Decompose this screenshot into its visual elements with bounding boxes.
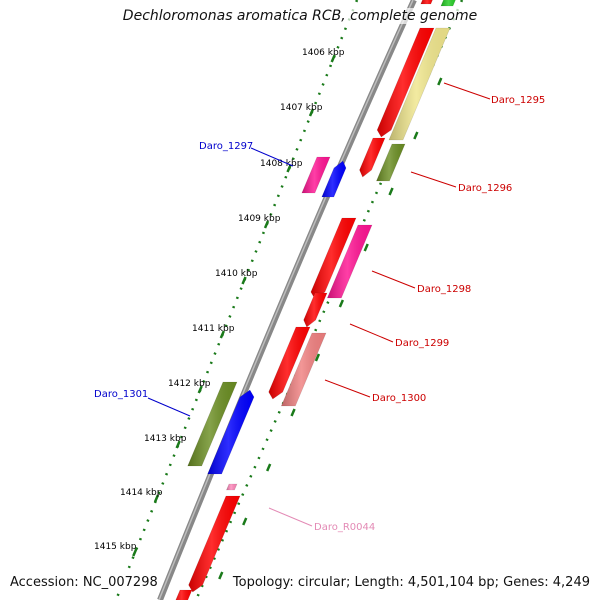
backbone-highlight <box>158 0 414 600</box>
tick-label-1406: 1406 kbp <box>302 48 345 58</box>
tick-mark <box>330 54 336 63</box>
tick-labels: 1406 kbp 1407 kbp 1408 kbp 1409 kbp 1410… <box>94 48 345 552</box>
gene-red-lower-1[interactable] <box>188 495 241 593</box>
tick-mark <box>363 243 369 252</box>
leader-daro-1300 <box>324 379 371 398</box>
gene-khaki[interactable] <box>388 27 451 141</box>
gene-label-daro-1299[interactable]: Daro_1299 <box>395 338 449 349</box>
tick-mark <box>175 440 181 449</box>
tick-mark <box>263 220 270 229</box>
gene-daro-1297[interactable] <box>301 156 331 194</box>
gene-blue-1301[interactable] <box>207 389 255 475</box>
gene-labels: Daro_1295 Daro_1296 Daro_1297 Daro_1298 … <box>94 95 545 533</box>
gene-label-daro-1295[interactable]: Daro_1295 <box>491 95 545 106</box>
gene-red-1296b[interactable] <box>359 137 386 178</box>
gene-daro-1295[interactable] <box>376 27 435 138</box>
tick-mark <box>241 276 247 285</box>
tick-mark <box>314 353 321 362</box>
gene-daro-1298[interactable] <box>326 224 373 299</box>
leader-daro-1301 <box>147 397 191 417</box>
gene-daro-1300-red[interactable] <box>268 326 311 400</box>
topology-text: Topology: circular; Length: 4,501,104 bp… <box>232 575 590 590</box>
gene-label-daro-1296[interactable]: Daro_1296 <box>458 183 512 194</box>
tick-mark <box>132 548 138 557</box>
tick-mark <box>388 187 394 196</box>
gene-label-daro-1297[interactable]: Daro_1297 <box>199 141 253 152</box>
tick-label-1411: 1411 kbp <box>192 324 235 334</box>
tick-mark <box>242 517 248 526</box>
gene-label-daro-1300[interactable]: Daro_1300 <box>372 393 426 404</box>
gene-label-daro-1298[interactable]: Daro_1298 <box>417 284 471 295</box>
leader-daro-1299 <box>349 323 394 343</box>
gene-blue-1297[interactable] <box>321 160 347 198</box>
accession-text: Accession: NC_007298 <box>10 575 158 590</box>
tick-label-1409: 1409 kbp <box>238 214 281 224</box>
tick-mark <box>338 299 345 308</box>
gene-green-top[interactable] <box>440 0 458 7</box>
gene-label-daro-r0044[interactable]: Daro_R0044 <box>314 522 375 533</box>
backbone-line <box>157 0 417 600</box>
tick-mark <box>266 463 272 472</box>
tick-label-1413: 1413 kbp <box>144 434 187 444</box>
leader-daro-r0044 <box>268 507 313 527</box>
leader-daro-1295 <box>443 82 491 100</box>
gene-red-top-edge[interactable] <box>420 0 435 5</box>
leader-daro-1298 <box>371 270 416 289</box>
tick-mark <box>437 77 443 86</box>
label-leader-lines <box>147 82 491 527</box>
tick-mark <box>197 385 203 394</box>
gene-daro-r0044[interactable] <box>226 483 238 491</box>
tick-mark <box>308 108 315 117</box>
gene-daro-1296[interactable] <box>376 143 406 182</box>
tick-label-1412: 1412 kbp <box>168 379 211 389</box>
gene-label-daro-1301[interactable]: Daro_1301 <box>94 389 148 400</box>
tick-mark <box>290 408 296 417</box>
tick-mark <box>219 330 225 339</box>
leader-daro-1297 <box>250 147 294 167</box>
tick-mark <box>413 131 419 140</box>
gene-daro-1300[interactable] <box>280 332 327 407</box>
tick-label-1407: 1407 kbp <box>280 103 323 113</box>
genes <box>173 0 458 600</box>
leader-daro-1296 <box>410 171 457 188</box>
tick-mark <box>218 571 224 580</box>
tick-label-1414: 1414 kbp <box>120 488 163 498</box>
backbone <box>157 0 417 600</box>
tick-mark <box>286 164 292 173</box>
dotted-tracks <box>114 0 464 600</box>
tick-mark <box>153 494 160 503</box>
tick-label-1410: 1410 kbp <box>215 269 258 279</box>
gene-daro-1299[interactable] <box>303 292 328 328</box>
gene-daro-1301[interactable] <box>187 381 238 467</box>
genome-title: Dechloromonas aromatica RCB, complete ge… <box>0 8 600 24</box>
tick-label-1408: 1408 kbp <box>260 159 303 169</box>
tick-label-1415: 1415 kbp <box>94 542 137 552</box>
gene-red-lower-2[interactable] <box>173 589 193 600</box>
